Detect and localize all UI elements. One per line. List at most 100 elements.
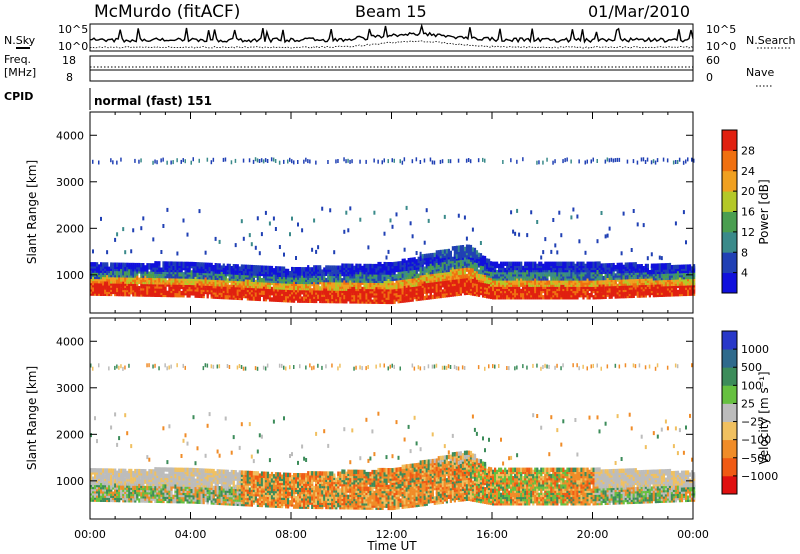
power-cell: [182, 272, 185, 277]
power-cell: [130, 249, 133, 254]
power-cell: [441, 281, 444, 286]
power-cell: [132, 262, 135, 268]
power-cell: [409, 291, 412, 296]
power-cell: [572, 207, 575, 212]
noise-panel: 10^5 10^0 10^5 10^0 N.Sky N.Search: [4, 23, 796, 53]
power-cell: [248, 158, 251, 163]
power-cell: [425, 283, 428, 288]
power-cell: [176, 251, 179, 256]
power-cell: [566, 261, 569, 266]
power-cell: [642, 266, 645, 271]
power-cell: [383, 287, 386, 292]
power-cell: [192, 157, 194, 162]
power-cell: [347, 263, 350, 268]
power-cell: [614, 265, 617, 270]
power-cell: [365, 272, 368, 277]
velocity-cell: [96, 468, 99, 473]
power-cell: [463, 282, 467, 287]
power-cell: [393, 158, 395, 163]
power-cell: [170, 274, 173, 279]
power-cell: [678, 277, 682, 282]
power-cell: [295, 256, 297, 260]
power-cell: [588, 261, 591, 266]
power-cell: [293, 267, 296, 272]
power-cell: [375, 263, 378, 269]
power-cell: [166, 290, 169, 296]
cpid-label: CPID: [4, 90, 33, 103]
power-cell: [471, 268, 475, 273]
power-cell: [425, 276, 428, 282]
power-cell: [660, 267, 663, 272]
power-cell: [236, 274, 239, 279]
power-cell: [252, 271, 255, 276]
power-cell: [206, 279, 209, 284]
power-cell: [156, 261, 159, 266]
power-cell: [453, 252, 456, 257]
power-cell: [339, 273, 342, 279]
freq-label-line2: [MHz]: [4, 66, 36, 79]
power-cell: [691, 278, 694, 284]
power-cell: [122, 281, 125, 286]
power-cell: [373, 268, 376, 273]
power-cell: [270, 297, 274, 302]
power-cell: [365, 295, 368, 300]
power-cell: [642, 157, 645, 162]
power-cell: [315, 296, 318, 301]
power-cell: [556, 261, 559, 266]
power-cell: [421, 258, 424, 263]
power-cell: [457, 213, 460, 218]
power-cell: [672, 160, 675, 165]
power-cell: [357, 284, 360, 289]
power-cell: [568, 261, 571, 266]
power-cell: [140, 158, 142, 163]
power-cell: [656, 158, 659, 163]
power-cell: [96, 268, 99, 273]
power-cell: [351, 263, 354, 268]
power-cell: [116, 232, 119, 237]
power-cell: [672, 264, 676, 270]
power-cell: [399, 273, 402, 278]
power-cell: [274, 227, 277, 231]
power-cell: [341, 278, 344, 283]
power-cell: [307, 265, 310, 270]
power-cell: [172, 265, 175, 271]
power-cell: [546, 265, 549, 271]
power-cell: [676, 289, 680, 295]
power-cell: [387, 295, 390, 300]
power-cell: [522, 157, 524, 162]
power-cell: [630, 248, 633, 252]
power-cell: [262, 159, 265, 164]
power-cell: [687, 264, 690, 269]
velocity-data: [90, 363, 696, 511]
power-cell: [214, 269, 217, 274]
power-cell: [134, 292, 137, 297]
power-cell: [439, 251, 442, 256]
power-cell: [586, 278, 589, 283]
power-cell: [268, 265, 272, 271]
power-cell: [455, 275, 458, 280]
power-cell: [646, 256, 649, 261]
power-cell: [222, 267, 225, 272]
power-cell: [435, 283, 438, 289]
power-cell: [192, 272, 195, 277]
power-cell: [606, 233, 609, 238]
power-cell: [415, 251, 418, 255]
power-cell: [604, 267, 607, 272]
power-cell: [620, 262, 623, 267]
power-cell: [439, 159, 442, 164]
power-cell: [546, 261, 549, 266]
power-cell: [311, 247, 314, 252]
power-cell: [309, 159, 311, 164]
freq-tick-bottom: 8: [66, 71, 73, 84]
power-cell: [397, 261, 400, 266]
power-cell: [367, 268, 370, 273]
power-cell: [423, 266, 426, 271]
power-cell: [102, 262, 105, 267]
power-cell: [182, 218, 185, 223]
power-cell: [264, 271, 268, 277]
power-cell: [441, 289, 444, 294]
power-cell: [540, 261, 543, 266]
power-cell: [566, 157, 568, 162]
power-cell: [427, 295, 430, 300]
power-cell: [550, 249, 553, 254]
